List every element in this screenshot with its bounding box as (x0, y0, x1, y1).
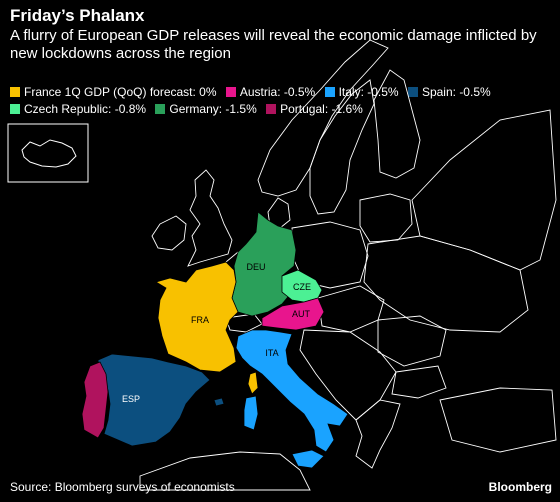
legend-swatch (266, 104, 277, 114)
legend-swatch (225, 87, 236, 97)
legend-swatch (10, 87, 20, 97)
label-deu: DEU (246, 262, 265, 272)
poland-outline (291, 221, 369, 289)
country-deu (231, 211, 297, 317)
legend-label: Germany: -1.5% (169, 102, 257, 116)
other-countries (139, 39, 557, 491)
legend-swatch (324, 87, 335, 97)
label-fra: FRA (191, 315, 209, 325)
norway-outline (257, 39, 389, 197)
legend-item-france: France 1Q GDP (QoQ) forecast: 0% (10, 84, 217, 101)
legend-label: Portugal: -1.6% (280, 102, 363, 116)
country-ita-sicily (291, 449, 325, 469)
label-ita: ITA (265, 348, 278, 358)
belarus-ukraine-outline (363, 235, 529, 333)
turkey-outline (439, 387, 557, 453)
legend-swatch (407, 87, 418, 97)
ireland-outline (151, 215, 187, 251)
bloomberg-logo: Bloomberg (488, 480, 552, 494)
legend-item-czech: Czech Republic: -0.8% (10, 101, 146, 118)
russia-outline (411, 109, 557, 271)
label-cze: CZE (293, 282, 311, 292)
country-aut (261, 297, 325, 331)
iceland-outline (21, 139, 77, 168)
legend-item-spain: Spain: -0.5% (407, 84, 491, 101)
legend: France 1Q GDP (QoQ) forecast: 0% Austria… (10, 84, 555, 118)
north-africa-outline (139, 451, 311, 491)
legend-swatch (155, 104, 166, 114)
legend-label: Italy: -0.5% (338, 85, 399, 99)
iceland-inset-frame (7, 123, 89, 183)
legend-item-italy: Italy: -0.5% (324, 84, 399, 101)
balearic-islands (213, 397, 225, 407)
country-prt (81, 361, 109, 439)
legend-label: Austria: -0.5% (239, 85, 316, 99)
country-ita-sardinia (243, 395, 259, 431)
legend-item-germany: Germany: -1.5% (155, 101, 257, 118)
source-note: Source: Bloomberg surveys of economists (10, 480, 235, 494)
legend-label: Czech Republic: -0.8% (24, 102, 147, 116)
legend-label: Spain: -0.5% (421, 85, 491, 99)
legend-item-portugal: Portugal: -1.6% (266, 101, 363, 118)
baltics-outline (359, 193, 413, 243)
chart-title: Friday’s Phalanx (10, 6, 145, 25)
uk-outline (187, 169, 233, 267)
sweden-outline (309, 79, 375, 215)
country-fra (155, 261, 239, 373)
legend-item-austria: Austria: -0.5% (225, 84, 316, 101)
highlighted-countries (81, 211, 349, 469)
legend-swatch (10, 104, 20, 114)
country-fra-corsica (247, 371, 259, 395)
label-esp: ESP (122, 394, 140, 404)
romania-outline (377, 315, 447, 367)
legend-label: France 1Q GDP (QoQ) forecast: 0% (24, 85, 217, 99)
label-aut: AUT (292, 309, 311, 319)
greece-outline (355, 399, 401, 469)
country-ita (235, 329, 349, 453)
bulgaria-outline (391, 365, 447, 399)
finland-outline (373, 69, 421, 179)
country-esp (97, 353, 211, 447)
chart-subtitle: A flurry of European GDP releases will r… (10, 27, 537, 62)
